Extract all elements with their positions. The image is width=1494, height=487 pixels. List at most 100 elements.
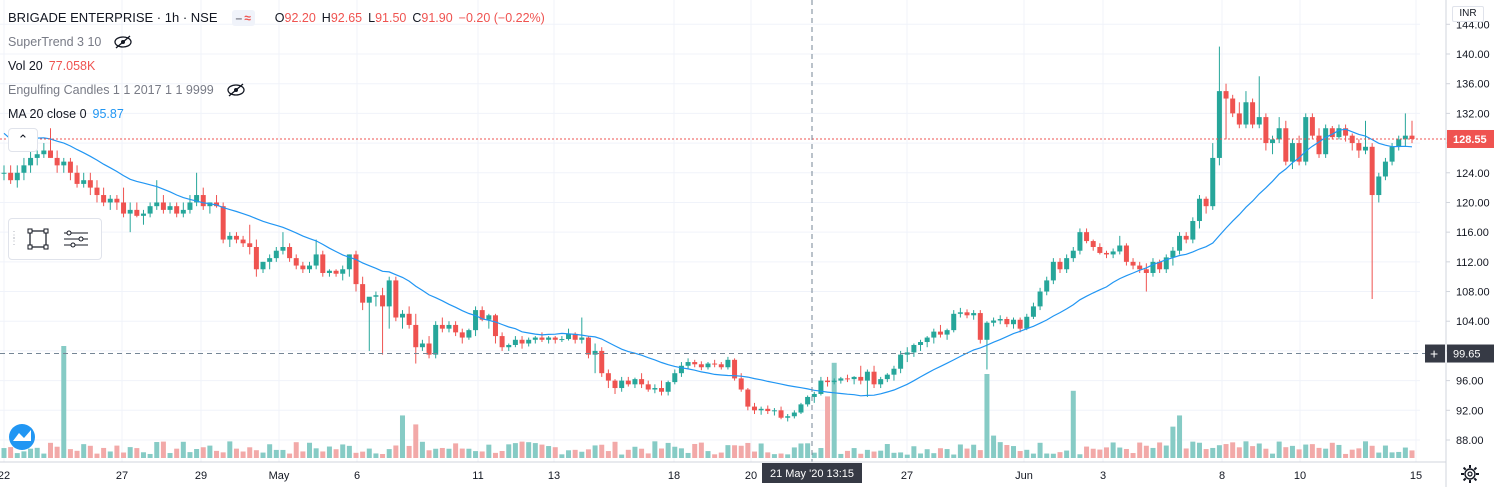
volume-bar xyxy=(552,447,558,458)
volume-bar xyxy=(924,449,930,458)
volume-bar xyxy=(539,444,545,458)
volume-bar xyxy=(413,424,419,458)
time-tick-label: 20 xyxy=(745,470,757,482)
collapse-legend-button[interactable]: ⌃ xyxy=(8,128,38,152)
volume-bar xyxy=(1263,448,1269,458)
drawing-toolbar: ⋮ ⋮ xyxy=(8,218,102,260)
candle-body xyxy=(1143,269,1149,273)
candle-body xyxy=(1356,143,1362,151)
candle-body xyxy=(871,371,877,385)
candle-body xyxy=(645,384,651,390)
volume-bar xyxy=(1402,447,1408,458)
add-alert-button xyxy=(1425,344,1445,363)
candle-body xyxy=(1030,306,1036,317)
eye-hidden-icon[interactable] xyxy=(113,35,133,49)
time-tick-label: 13 xyxy=(548,470,560,482)
indicator-row[interactable]: Engulfing Candles 1 1 2017 1 1 9999 xyxy=(8,78,545,102)
candle-body xyxy=(1316,135,1322,155)
volume-bar xyxy=(74,450,80,458)
volume-bar xyxy=(466,448,472,458)
volume-bar xyxy=(187,452,193,458)
candle-body xyxy=(340,269,346,274)
volume-bar xyxy=(944,449,950,458)
volume-bar xyxy=(1303,444,1309,458)
volume-bar xyxy=(559,454,565,458)
price-tick-label: 136.00 xyxy=(1456,79,1490,91)
candle-body xyxy=(904,352,910,355)
settings-lines-tool-button[interactable] xyxy=(57,219,95,259)
volume-bar xyxy=(738,445,744,458)
indicator-row[interactable]: SuperTrend 3 10 xyxy=(8,30,545,54)
volume-bar xyxy=(791,447,797,458)
volume-bar xyxy=(346,445,352,458)
candle-body xyxy=(1409,135,1415,139)
volume-bar xyxy=(41,453,47,458)
change-value: −0.20 (−0.22%) xyxy=(458,11,545,25)
candle-body xyxy=(1250,102,1256,125)
volume-bar xyxy=(878,450,884,458)
volume-bar xyxy=(399,415,405,458)
volume-bar xyxy=(871,451,877,458)
candle-body xyxy=(307,265,313,270)
candle-body xyxy=(1263,117,1269,144)
volume-bar xyxy=(439,447,445,458)
volume-bar xyxy=(174,448,180,458)
candle-body xyxy=(313,254,319,266)
candle-body xyxy=(1103,252,1109,255)
rectangle-tool-button[interactable] xyxy=(19,219,57,259)
candle-body xyxy=(267,258,273,262)
candle-body xyxy=(851,376,857,380)
volume-bar xyxy=(340,444,346,458)
volume-bar xyxy=(1243,441,1249,458)
time-tick-label: 6 xyxy=(354,470,360,482)
volume-bar xyxy=(519,441,525,458)
indicator-row[interactable]: MA 20 close 0 95.87 xyxy=(8,102,545,126)
volume-bar xyxy=(771,454,777,458)
candle-body xyxy=(506,344,512,348)
volume-bar xyxy=(1276,441,1282,458)
candle-body xyxy=(592,350,598,355)
volume-bar xyxy=(984,374,990,458)
volume-bar xyxy=(758,443,764,458)
settings-gear-icon[interactable] xyxy=(1460,464,1480,484)
volume-bar xyxy=(373,453,379,458)
indicator-row[interactable]: Vol 20 77.058K xyxy=(8,54,545,78)
price-tick-label: 104.00 xyxy=(1456,316,1490,328)
candle-body xyxy=(386,280,392,307)
volume-bar xyxy=(1143,445,1149,458)
eye-hidden-icon[interactable] xyxy=(226,83,246,97)
candle-body xyxy=(214,202,220,207)
currency-label[interactable]: INR xyxy=(1452,6,1484,22)
candle-body xyxy=(1396,139,1402,147)
candle-body xyxy=(466,330,472,338)
volume-bar xyxy=(1349,449,1355,458)
drag-handle-icon[interactable]: ⋮ ⋮ xyxy=(9,230,19,247)
time-tick-label: 29 xyxy=(195,470,207,482)
candle-body xyxy=(127,209,133,214)
volume-bar xyxy=(1044,453,1050,458)
candle-body xyxy=(1190,221,1196,240)
candle-body xyxy=(1343,128,1349,136)
volume-bar xyxy=(1183,448,1189,458)
candle-body xyxy=(1402,135,1408,140)
ohlc-value-h: 92.65 xyxy=(330,11,363,25)
volume-bar xyxy=(659,448,665,458)
candle-body xyxy=(21,165,27,173)
time-tick-label: 27 xyxy=(116,470,128,482)
volume-bar xyxy=(293,442,299,458)
volume-bar xyxy=(1090,448,1096,458)
volume-bar xyxy=(1369,445,1375,458)
candle-body xyxy=(1376,176,1382,196)
indicator-label: Vol 20 xyxy=(8,59,43,73)
series-badge[interactable]: – ≈ xyxy=(231,10,255,26)
volume-bar xyxy=(140,452,146,458)
volume-bar xyxy=(81,444,87,458)
candle-body xyxy=(121,202,127,214)
ohlc-label-l: L xyxy=(368,11,376,25)
volume-bar xyxy=(87,445,93,458)
candle-body xyxy=(280,247,286,251)
candle-body xyxy=(771,410,777,412)
candle-body xyxy=(977,313,983,340)
volume-bar xyxy=(1409,450,1415,458)
